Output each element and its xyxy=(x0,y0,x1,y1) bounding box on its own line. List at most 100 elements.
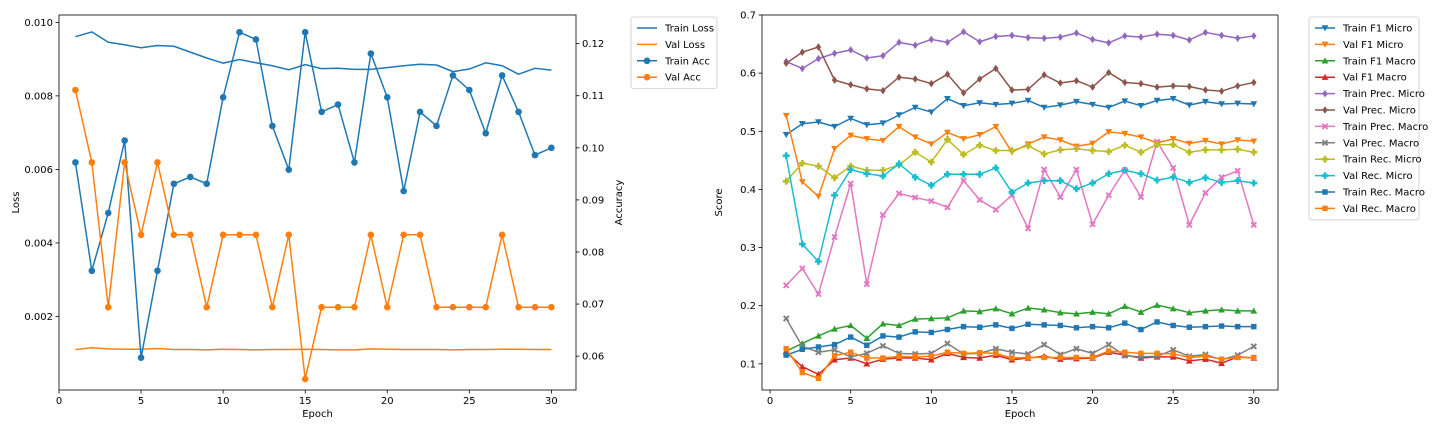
data-point xyxy=(1057,354,1064,361)
plot-frame xyxy=(761,14,1279,391)
data-point xyxy=(1089,323,1096,330)
data-point xyxy=(847,115,855,122)
data-point xyxy=(1057,193,1064,201)
data-point xyxy=(1040,104,1048,111)
legend-marker xyxy=(1322,106,1328,114)
data-point xyxy=(416,231,424,239)
data-point xyxy=(466,303,473,311)
data-point xyxy=(1186,324,1193,330)
data-point xyxy=(976,141,984,149)
data-point xyxy=(1137,170,1145,178)
x-tick-label: 15 xyxy=(1006,396,1019,407)
data-point xyxy=(1186,221,1193,229)
data-point xyxy=(1057,322,1064,329)
data-point xyxy=(783,346,789,352)
data-point xyxy=(1170,322,1176,329)
data-point xyxy=(301,375,309,383)
series-val-rec-macro xyxy=(783,346,1257,382)
data-point xyxy=(1041,71,1047,79)
series-val-loss xyxy=(75,346,552,351)
data-point xyxy=(1250,101,1258,108)
data-point xyxy=(1105,170,1113,178)
data-point xyxy=(1122,320,1128,326)
data-point xyxy=(252,36,260,43)
series-train-acc xyxy=(72,28,555,362)
series-line xyxy=(74,31,552,359)
data-point xyxy=(515,108,522,116)
data-point xyxy=(1250,221,1258,229)
data-point xyxy=(1009,86,1015,94)
data-point xyxy=(879,342,887,350)
y2-axis-title: Accuracy xyxy=(614,180,625,226)
data-point xyxy=(1218,323,1225,329)
data-point xyxy=(879,120,887,127)
data-point xyxy=(1008,310,1016,317)
data-point xyxy=(1073,354,1080,361)
data-point xyxy=(1169,96,1177,103)
data-point xyxy=(911,315,919,322)
data-point xyxy=(187,173,194,181)
legend-label: Val F1 Micro xyxy=(1343,40,1403,51)
legend-label: Val Prec. Macro xyxy=(1343,138,1419,149)
x-tick-label: 5 xyxy=(138,396,144,407)
data-point xyxy=(466,86,473,94)
data-point xyxy=(976,354,984,361)
data-point xyxy=(847,81,854,89)
data-point xyxy=(895,322,903,329)
data-point xyxy=(944,349,951,355)
data-point xyxy=(334,303,342,311)
data-point xyxy=(1056,102,1064,109)
legend-marker xyxy=(1322,189,1328,195)
data-point xyxy=(383,93,391,101)
data-point xyxy=(879,166,887,174)
data-point xyxy=(351,159,358,166)
data-point xyxy=(449,72,457,79)
data-point xyxy=(927,158,935,166)
data-point xyxy=(1009,325,1015,332)
data-point xyxy=(1009,31,1015,40)
y-tick-label: 0.6 xyxy=(740,69,756,80)
legend-label: Val Rec. Micro xyxy=(1343,171,1413,182)
data-point xyxy=(170,231,178,239)
data-point xyxy=(203,180,211,188)
data-point xyxy=(1040,177,1048,185)
data-point xyxy=(1234,323,1241,330)
data-point xyxy=(1234,137,1242,144)
data-point xyxy=(1008,100,1016,107)
y-tick-label: 0.2 xyxy=(740,301,756,312)
data-point xyxy=(1234,167,1241,175)
legend-marker xyxy=(1321,139,1329,147)
data-point xyxy=(1202,189,1209,197)
data-point xyxy=(880,355,886,361)
y2-tick-label: 0.08 xyxy=(582,247,604,258)
data-point xyxy=(960,354,967,361)
data-point xyxy=(1234,82,1241,90)
data-point xyxy=(1025,85,1031,94)
series-train-f1-micro xyxy=(782,96,1258,139)
series-line xyxy=(785,97,1254,136)
data-point xyxy=(1153,141,1161,149)
data-point xyxy=(1056,146,1064,154)
data-point xyxy=(1008,147,1016,154)
data-point xyxy=(1089,354,1096,361)
data-point xyxy=(1202,146,1209,154)
data-point xyxy=(154,267,161,275)
data-point xyxy=(1202,307,1209,314)
data-point xyxy=(1137,102,1145,110)
data-point xyxy=(367,50,375,57)
data-point xyxy=(1234,354,1241,361)
legend-marker xyxy=(1321,155,1329,163)
data-point xyxy=(799,346,806,353)
data-point xyxy=(879,137,887,144)
series-line xyxy=(785,115,1254,198)
data-point xyxy=(433,303,440,311)
data-point xyxy=(1218,141,1225,148)
legend-marker xyxy=(1321,57,1329,64)
data-point xyxy=(831,325,838,332)
data-point xyxy=(1025,321,1031,328)
data-point xyxy=(944,129,951,136)
y-tick-label: 0.5 xyxy=(740,127,756,138)
data-point xyxy=(1073,345,1080,352)
data-point xyxy=(1121,130,1129,138)
